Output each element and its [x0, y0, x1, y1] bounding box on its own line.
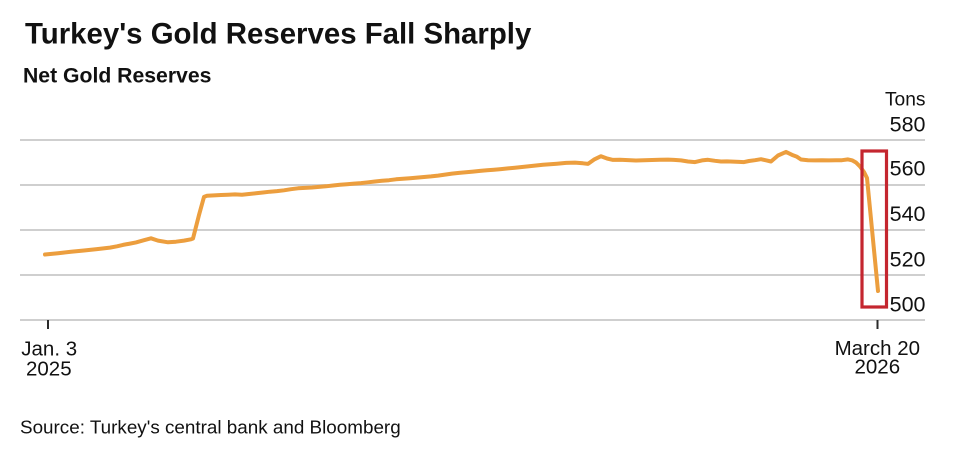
svg-text:500: 500	[890, 293, 926, 317]
svg-text:Turkey's Gold Reserves Fall Sh: Turkey's Gold Reserves Fall Sharply	[25, 18, 532, 51]
svg-text:Tons: Tons	[885, 90, 926, 111]
svg-text:580: 580	[890, 113, 926, 137]
svg-text:520: 520	[890, 248, 926, 272]
svg-text:Jan. 3: Jan. 3	[21, 338, 77, 361]
svg-text:2026: 2026	[854, 356, 900, 379]
svg-text:560: 560	[890, 157, 926, 181]
svg-text:540: 540	[890, 202, 926, 226]
svg-text:Source: Turkey's central bank: Source: Turkey's central bank and Bloomb…	[20, 417, 401, 438]
svg-text:March 20: March 20	[835, 337, 920, 360]
svg-text:Net Gold Reserves: Net Gold Reserves	[23, 65, 211, 88]
svg-text:2025: 2025	[26, 358, 72, 381]
